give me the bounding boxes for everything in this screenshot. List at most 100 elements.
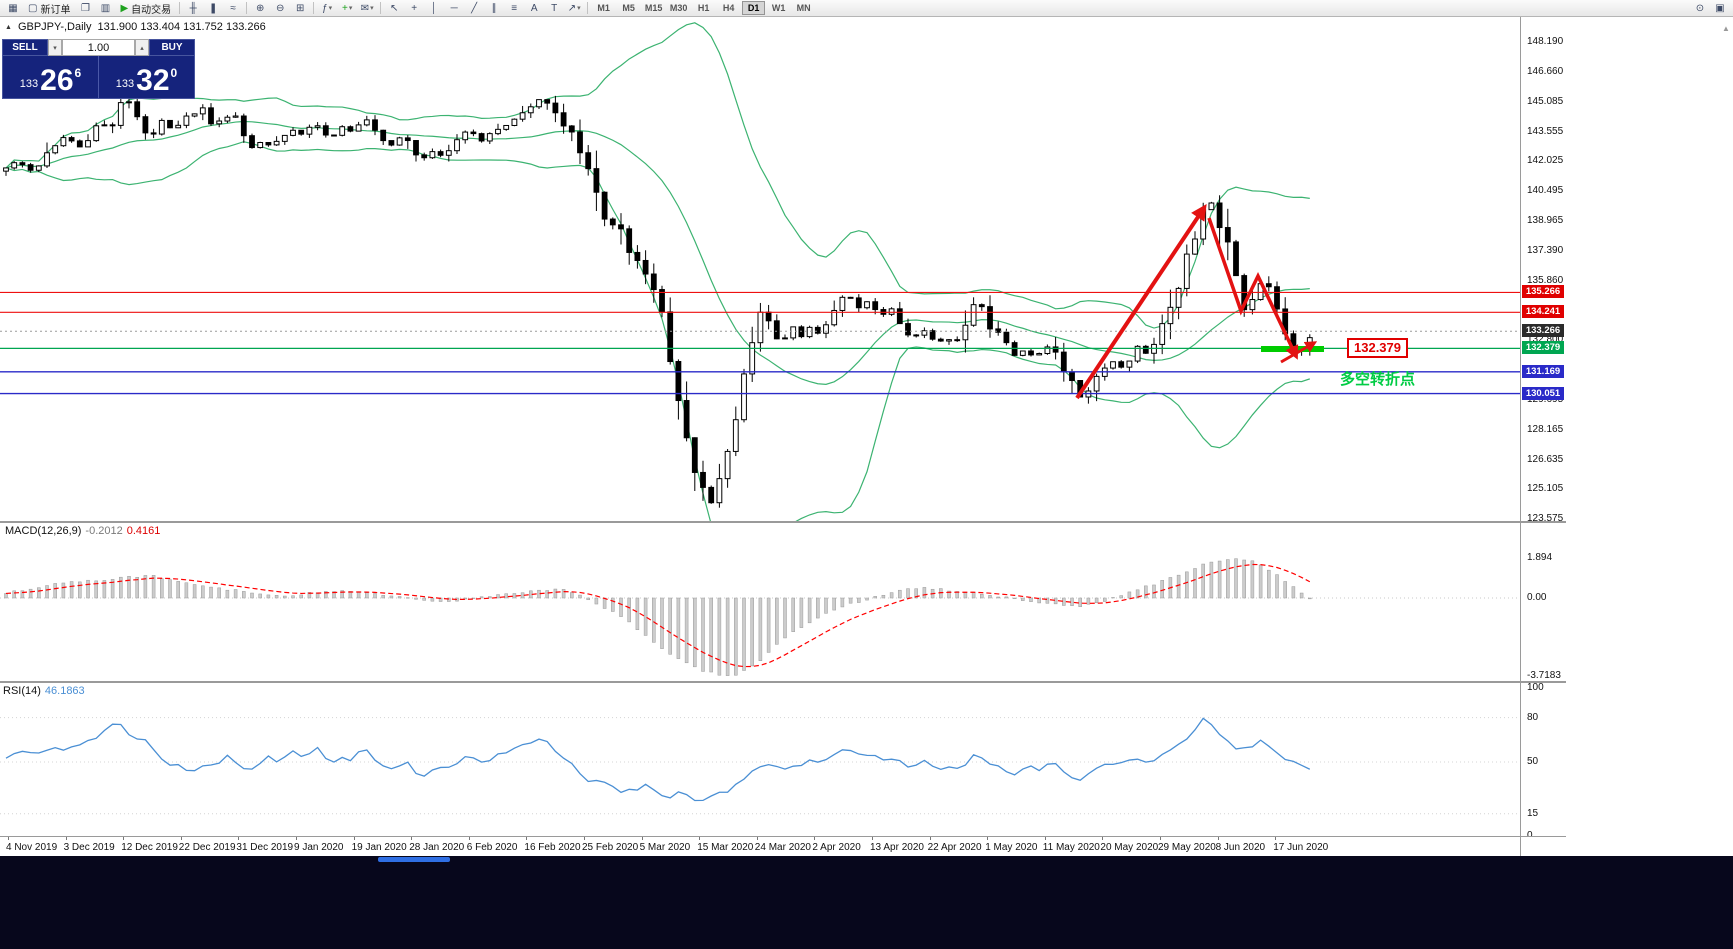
chart-windows-icon[interactable]: ❐ bbox=[76, 1, 94, 16]
price-axis: 148.190 146.660 145.085 143.555 142.025 140.4… bbox=[1521, 0, 1566, 856]
timeframe-w1[interactable]: W1 bbox=[771, 3, 786, 13]
date-tick bbox=[123, 837, 125, 840]
macd-axis-label: 0.00 bbox=[1527, 592, 1547, 603]
turning-point-annotation[interactable]: 多空转折点 bbox=[1340, 371, 1416, 388]
timeframe-d1[interactable]: D1 bbox=[742, 1, 766, 15]
volume-down-button[interactable]: ▾ bbox=[48, 39, 62, 56]
rsi-axis-label: 0 bbox=[1527, 830, 1533, 841]
text-label-icon[interactable]: T bbox=[545, 1, 563, 16]
chart-canvas[interactable] bbox=[0, 17, 1520, 836]
indicators-icon-glyph: ƒ bbox=[322, 2, 328, 14]
autotrading-button[interactable]: ▶ 自动交易 bbox=[116, 1, 175, 16]
profiles-icon[interactable]: ▥ bbox=[96, 1, 114, 16]
new-chart-icon[interactable]: ▦ bbox=[4, 1, 22, 16]
vertical-line-icon[interactable]: │ bbox=[425, 1, 443, 16]
price-axis-label: 138.965 bbox=[1527, 214, 1564, 226]
timeframe-h4[interactable]: H4 bbox=[722, 3, 735, 13]
collapse-triangle-icon[interactable]: ▲ bbox=[5, 23, 12, 31]
rsi-axis-label: 100 bbox=[1527, 682, 1544, 693]
price-axis-label: 142.025 bbox=[1527, 155, 1564, 167]
symbol-title: GBPJPY-,Daily bbox=[17, 21, 92, 33]
timeframe-h1[interactable]: H1 bbox=[697, 3, 710, 13]
timeframe-mn[interactable]: MN bbox=[796, 3, 811, 13]
equidistant-channel-icon[interactable]: ∥ bbox=[485, 1, 503, 16]
buy-price-display[interactable]: 133 32 0 bbox=[99, 56, 194, 98]
price-axis-label: 129.695 bbox=[1527, 394, 1564, 406]
timeframe-m15[interactable]: M15 bbox=[644, 3, 663, 13]
date-label: 28 Jan 2020 bbox=[409, 842, 465, 853]
buy-price-prefix: 133 bbox=[115, 78, 135, 90]
sell-button[interactable]: SELL bbox=[2, 39, 48, 56]
price-badge: 134.241 bbox=[1522, 305, 1564, 319]
candlestick-chart-icon[interactable]: ❚ bbox=[204, 1, 222, 16]
axis-separator bbox=[1520, 17, 1521, 856]
add-indicator-icon[interactable]: + ▾ bbox=[338, 1, 356, 16]
price-axis-label: 132.800 bbox=[1527, 334, 1564, 346]
tile-windows-icon[interactable]: ⊞ bbox=[291, 1, 309, 16]
cursor-icon-glyph: ↖ bbox=[389, 2, 399, 14]
buy-button[interactable]: BUY bbox=[149, 39, 195, 56]
zoom-out-icon[interactable]: ⊖ bbox=[271, 1, 289, 16]
buy-price-big: 32 bbox=[136, 64, 170, 97]
search-icon[interactable]: ⊙ bbox=[1691, 1, 1709, 16]
price-axis-label: 135.860 bbox=[1527, 274, 1564, 286]
timeframe-m5[interactable]: M5 bbox=[622, 3, 635, 13]
panel-separator[interactable] bbox=[0, 521, 1566, 523]
date-label: 17 Jun 2020 bbox=[1273, 842, 1329, 853]
zoom-in-icon[interactable]: ⊕ bbox=[251, 1, 269, 16]
cursor-icon[interactable]: ↖ bbox=[385, 1, 403, 16]
price-axis-label: 148.190 bbox=[1527, 36, 1564, 47]
arrows-icon[interactable]: ↗ ▾ bbox=[565, 1, 583, 16]
trendline-icon[interactable]: ╱ bbox=[465, 1, 483, 16]
line-chart-icon-glyph: ≈ bbox=[230, 2, 236, 14]
crosshair-icon[interactable]: + bbox=[405, 1, 423, 16]
text-icon[interactable]: A bbox=[525, 1, 543, 16]
date-tick bbox=[987, 837, 989, 840]
date-label: 20 May 2020 bbox=[1100, 842, 1159, 853]
mail-icon-glyph: ✉ bbox=[360, 2, 370, 14]
price-annotation-label[interactable]: 132.379 bbox=[1347, 338, 1408, 358]
taskbar-item[interactable] bbox=[378, 857, 450, 862]
date-tick bbox=[641, 837, 643, 840]
line-chart-icon[interactable]: ≈ bbox=[224, 1, 242, 16]
sell-price-display[interactable]: 133 26 6 bbox=[3, 56, 98, 98]
new-order-button[interactable]: ▢ 新订单 bbox=[24, 1, 74, 16]
indicators-icon[interactable]: ƒ ▾ bbox=[318, 1, 336, 16]
horizontal-line-icon-glyph: ─ bbox=[450, 2, 458, 14]
fibonacci-icon-glyph: ≡ bbox=[511, 2, 518, 14]
price-divider bbox=[98, 56, 99, 98]
vertical-line-icon-glyph: │ bbox=[431, 2, 438, 14]
date-label: 1 May 2020 bbox=[985, 842, 1038, 853]
toolbar-separator bbox=[179, 2, 181, 14]
macd-axis-label: -3.7183 bbox=[1527, 670, 1561, 682]
horizontal-line-icon[interactable]: ─ bbox=[445, 1, 463, 16]
fullscreen-icon[interactable]: ▣ bbox=[1711, 1, 1729, 16]
fibonacci-icon[interactable]: ≡ bbox=[505, 1, 523, 16]
rsi-axis-label: 15 bbox=[1527, 807, 1539, 819]
rsi-name: RSI(14) bbox=[3, 685, 41, 697]
date-tick bbox=[180, 837, 182, 840]
rsi-label: RSI(14) 46.1863 bbox=[3, 685, 85, 697]
date-tick bbox=[468, 837, 470, 840]
rsi-axis-label: 50 bbox=[1527, 756, 1539, 767]
autotrading-glyph: ▶ bbox=[120, 2, 129, 14]
date-label: 22 Apr 2020 bbox=[927, 842, 982, 853]
volume-up-button[interactable]: ▴ bbox=[135, 39, 149, 56]
date-tick bbox=[1044, 837, 1046, 840]
volume-input[interactable] bbox=[62, 39, 135, 56]
date-tick bbox=[411, 837, 413, 840]
arrows-icon-glyph: ↗ bbox=[567, 2, 577, 14]
macd-main-value: -0.2012 bbox=[85, 525, 123, 537]
timeframe-m30[interactable]: M30 bbox=[669, 3, 688, 13]
price-badge: 132.379 bbox=[1522, 341, 1564, 355]
bar-chart-icon-glyph: ╫ bbox=[189, 2, 197, 14]
mail-icon[interactable]: ✉ ▾ bbox=[358, 1, 376, 16]
main-toolbar: ▦ ▢ 新订单 ❐ ▥ ▶ 自动交易 ╫ ❚ ≈ ⊕ ⊖ ⊞ ƒ ▾ + ▾ ✉ ▾ ↖ + │ ─ ╱ ∥ ≡ A T ↗ ▾ M1 M5 M… bbox=[0, 0, 1733, 17]
text-label-icon-glyph: T bbox=[551, 2, 558, 14]
scroll-position-icon[interactable]: ▲ bbox=[1722, 24, 1730, 33]
panel-separator[interactable] bbox=[0, 681, 1566, 683]
bar-chart-icon[interactable]: ╫ bbox=[184, 1, 202, 16]
timeframe-m1[interactable]: M1 bbox=[597, 3, 610, 13]
rsi-axis-label: 80 bbox=[1527, 711, 1539, 723]
